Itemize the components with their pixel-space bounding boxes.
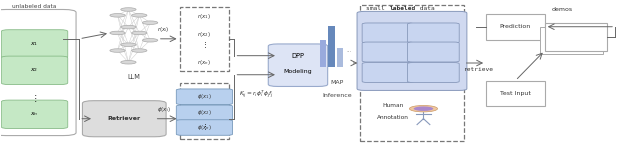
Circle shape	[121, 43, 136, 46]
Circle shape	[132, 49, 147, 52]
Bar	[328, 26, 335, 67]
Text: labeled: labeled	[390, 6, 417, 11]
FancyBboxPatch shape	[1, 30, 68, 58]
Text: $K_{ij} = r_i\phi_i^T\phi_j f_j$: $K_{ij} = r_i\phi_i^T\phi_j f_j$	[239, 88, 273, 100]
Circle shape	[410, 106, 438, 112]
Text: Retriever: Retriever	[108, 116, 141, 121]
Circle shape	[121, 8, 136, 11]
Bar	[540, 27, 603, 54]
FancyBboxPatch shape	[176, 89, 232, 104]
Circle shape	[143, 21, 158, 24]
Text: $x_1$: $x_1$	[31, 40, 38, 48]
Bar	[486, 81, 545, 106]
Circle shape	[121, 61, 136, 64]
Text: ...: ...	[347, 48, 352, 53]
Bar	[486, 14, 545, 40]
FancyBboxPatch shape	[362, 42, 414, 62]
Circle shape	[121, 25, 136, 29]
FancyBboxPatch shape	[1, 100, 68, 129]
Text: Inference: Inference	[323, 93, 352, 98]
Text: $\phi(x_i)$: $\phi(x_i)$	[157, 105, 170, 114]
Text: LLM: LLM	[127, 74, 140, 80]
Text: $\phi(x_2)$: $\phi(x_2)$	[197, 108, 212, 117]
Text: $x_n$: $x_n$	[30, 110, 38, 118]
Circle shape	[132, 31, 147, 35]
Text: $\vdots$: $\vdots$	[408, 65, 413, 74]
Text: $r(x_1)$: $r(x_1)$	[198, 12, 211, 21]
Bar	[320, 40, 326, 67]
FancyBboxPatch shape	[362, 23, 414, 43]
Text: $r(x_i)$: $r(x_i)$	[157, 25, 170, 34]
Text: $\vdots$: $\vdots$	[31, 93, 38, 104]
Text: Human: Human	[382, 103, 403, 108]
Circle shape	[132, 14, 147, 17]
Bar	[545, 23, 607, 51]
FancyBboxPatch shape	[408, 42, 460, 62]
FancyBboxPatch shape	[408, 63, 460, 82]
Circle shape	[110, 31, 125, 35]
Text: $x_2$: $x_2$	[31, 66, 38, 74]
FancyBboxPatch shape	[83, 101, 166, 137]
Text: $\vdots$: $\vdots$	[202, 41, 207, 50]
Text: small: small	[366, 6, 388, 11]
Text: unlabeled data: unlabeled data	[12, 4, 57, 9]
Text: $r(x_n)$: $r(x_n)$	[198, 58, 211, 67]
Text: demos: demos	[552, 7, 573, 12]
Text: $x_1$: $x_1$	[384, 29, 391, 37]
Text: $x_m$: $x_m$	[383, 69, 392, 77]
Text: data: data	[416, 6, 435, 11]
Bar	[179, 83, 229, 139]
FancyBboxPatch shape	[408, 23, 460, 43]
Text: $r(x_2)$: $r(x_2)$	[198, 30, 211, 39]
FancyBboxPatch shape	[362, 63, 414, 82]
FancyBboxPatch shape	[176, 120, 232, 135]
Text: $y_1$: $y_1$	[429, 29, 436, 37]
Bar	[360, 5, 464, 141]
Text: Prediction: Prediction	[500, 24, 531, 29]
Text: Test Input: Test Input	[500, 91, 531, 96]
Circle shape	[143, 38, 158, 42]
FancyBboxPatch shape	[1, 56, 68, 85]
Text: retrieve: retrieve	[463, 67, 493, 72]
Text: $\phi(x_n)$: $\phi(x_n)$	[197, 123, 212, 132]
Circle shape	[413, 106, 433, 111]
Text: $y_m$: $y_m$	[429, 69, 437, 77]
Text: $y_2$: $y_2$	[429, 48, 436, 56]
Text: $y_k$: $y_k$	[579, 33, 587, 41]
Text: MAP: MAP	[331, 80, 344, 85]
Text: $\phi(x_1)$: $\phi(x_1)$	[197, 92, 212, 101]
Text: $x_2$: $x_2$	[384, 48, 391, 56]
FancyBboxPatch shape	[268, 44, 328, 86]
Circle shape	[110, 14, 125, 17]
Text: Annotation: Annotation	[377, 115, 409, 120]
Text: Modeling: Modeling	[284, 69, 312, 74]
Text: DPP: DPP	[291, 53, 304, 59]
Bar	[179, 7, 229, 71]
FancyBboxPatch shape	[0, 9, 76, 136]
FancyBboxPatch shape	[357, 11, 467, 90]
Text: $\vdots$: $\vdots$	[202, 123, 207, 132]
Circle shape	[110, 49, 125, 52]
Bar	[337, 48, 343, 67]
Text: $x_k$: $x_k$	[554, 33, 561, 41]
FancyBboxPatch shape	[176, 105, 232, 121]
